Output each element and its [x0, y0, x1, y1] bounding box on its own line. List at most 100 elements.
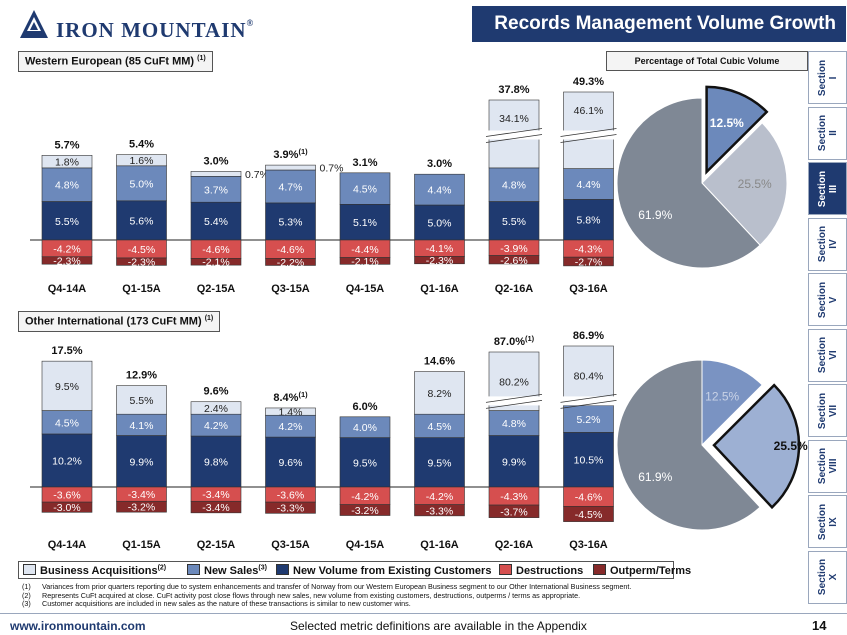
other-data-label-destructions: -4.2% — [426, 491, 453, 503]
footer-website-link[interactable]: www.ironmountain.com — [10, 619, 146, 633]
nav-section-viii[interactable]: Section VIII — [808, 439, 847, 493]
nav-section-v[interactable]: Section V — [808, 273, 847, 326]
western-bar-acquisitions — [116, 154, 167, 167]
pie-other-slice-label: 12.5% — [705, 389, 739, 403]
nav-section-number: VII — [827, 404, 839, 417]
other-bar-existing — [339, 437, 391, 488]
pie-other-slice — [701, 359, 763, 447]
western-data-label-new_sales: 3.7% — [204, 184, 228, 196]
western-bar-existing — [41, 201, 93, 241]
other-data-label-destructions: -4.6% — [575, 492, 602, 504]
nav-section-number: V — [827, 296, 839, 303]
other-data-label-existing: 9.5% — [428, 457, 452, 469]
footnote-number: (1) — [22, 582, 31, 591]
other-axis-break-line — [560, 394, 617, 403]
nav-section-label: Section IX — [817, 503, 839, 539]
other-bar-existing — [265, 436, 316, 488]
nav-section-word: Section — [816, 59, 828, 96]
other-total-label: 12.9% — [126, 370, 157, 382]
pie-western-slice-label: 12.5% — [710, 116, 744, 130]
legend-swatch-destructions — [499, 564, 512, 575]
other-category-label: Q3-16A — [569, 539, 608, 551]
western-data-label-new_sales: 4.7% — [279, 181, 303, 193]
western-data-label-existing: 5.4% — [204, 216, 228, 228]
western-data-label-existing: 5.3% — [279, 216, 303, 228]
other-total-label: 86.9% — [573, 330, 604, 342]
western-data-label-acquisitions: 0.7% — [320, 163, 344, 175]
western-total-label: 49.3% — [573, 76, 604, 88]
nav-section-ix[interactable]: Section IX — [808, 495, 847, 548]
other-category-label: Q1-16A — [420, 539, 459, 551]
other-data-label-destructions: -4.3% — [500, 491, 527, 503]
nav-section-vii[interactable]: Section VII — [808, 384, 847, 437]
other-total-note: (1) — [298, 390, 308, 399]
western-data-label-destructions: -4.6% — [277, 244, 304, 256]
other-data-label-new_sales: 4.2% — [204, 420, 228, 432]
other-data-label-new_sales: 4.0% — [353, 422, 377, 434]
footnote: (2) Represents CuFt acquired at close. Cu… — [22, 591, 782, 601]
western-bar-outperm — [414, 256, 465, 265]
nav-section-number: IX — [827, 516, 839, 527]
pie-western-slice — [701, 122, 788, 246]
other-data-label-outperm: -3.7% — [500, 506, 527, 518]
pie-western-slice-label: 61.9% — [638, 208, 672, 222]
western-bar-outperm — [265, 258, 316, 266]
nav-section-word: Section — [816, 114, 828, 152]
other-bar-outperm — [563, 506, 614, 522]
other-bar-outperm — [339, 504, 391, 516]
other-data-label-existing: 10.2% — [52, 455, 82, 467]
nav-section-word: Section — [816, 225, 828, 263]
other-total-label: 87.0%(1) — [494, 334, 535, 348]
western-bar-new_sales — [414, 173, 465, 206]
other-axis-break-line — [560, 400, 617, 409]
western-data-label-existing: 5.5% — [55, 216, 79, 228]
western-bar-outperm — [116, 257, 167, 266]
mountain-logo-icon — [20, 10, 48, 38]
trademark: ® — [246, 18, 255, 28]
western-total-label: 3.1% — [352, 157, 377, 169]
western-data-label-outperm: -2.3% — [128, 257, 155, 269]
nav-section-ii[interactable]: Section II — [808, 106, 847, 160]
other-bar-existing — [116, 435, 167, 488]
other-title-text: Other International (173 CuFt MM) — [25, 315, 202, 328]
nav-section-iii[interactable]: Section III — [808, 162, 847, 215]
nav-section-number: III — [827, 184, 839, 193]
western-data-label-new_sales: 4.4% — [577, 179, 601, 191]
footer-divider — [0, 613, 847, 614]
nav-section-i[interactable]: Section I — [808, 51, 847, 104]
nav-section-vi[interactable]: Section VI — [808, 328, 847, 382]
other-data-label-outperm: -3.2% — [351, 505, 378, 517]
western-category-label: Q1-15A — [122, 283, 161, 295]
other-data-label-acquisitions: 80.2% — [499, 376, 529, 388]
pie-other-slice — [712, 383, 801, 510]
western-bar-acquisitions — [190, 171, 242, 177]
western-category-label: Q3-15A — [271, 283, 310, 295]
western-bar-existing — [488, 201, 540, 241]
nav-section-number: X — [827, 573, 839, 581]
other-bar-existing — [414, 437, 465, 488]
company-logo: IRON MOUNTAIN® — [18, 8, 278, 48]
pie-western-slice — [705, 85, 769, 175]
western-total-note: (1) — [298, 147, 308, 156]
other-bar-outperm — [414, 504, 465, 517]
nav-section-iv[interactable]: Section IV — [808, 217, 847, 271]
western-data-label-outperm: -2.7% — [575, 257, 602, 269]
western-bar-outperm — [488, 255, 540, 265]
western-data-label-new_sales: 5.0% — [130, 178, 154, 190]
other-title-note: (1) — [204, 315, 214, 322]
other-data-label-acquisitions: 8.2% — [428, 388, 452, 400]
other-category-label: Q1-15A — [122, 539, 161, 551]
legend-outperm: Outperm/Terms — [593, 564, 691, 577]
western-category-label: Q3-16A — [569, 283, 608, 295]
nav-section-label: Section I — [817, 59, 839, 95]
legend-swatch-new-sales — [187, 564, 200, 575]
legend-note-new-sales: (3) — [258, 564, 267, 572]
legend-swatch-outperm — [593, 564, 606, 575]
other-data-label-new_sales: 4.5% — [55, 417, 79, 429]
western-bar-new_sales — [488, 167, 540, 202]
footnote-number: (3) — [22, 599, 31, 609]
western-bar-new_sales — [116, 165, 167, 202]
nav-section-x[interactable]: Section X — [808, 550, 847, 604]
western-bar-acquisitions — [265, 164, 316, 171]
western-total-label: 3.9%(1) — [273, 147, 308, 161]
